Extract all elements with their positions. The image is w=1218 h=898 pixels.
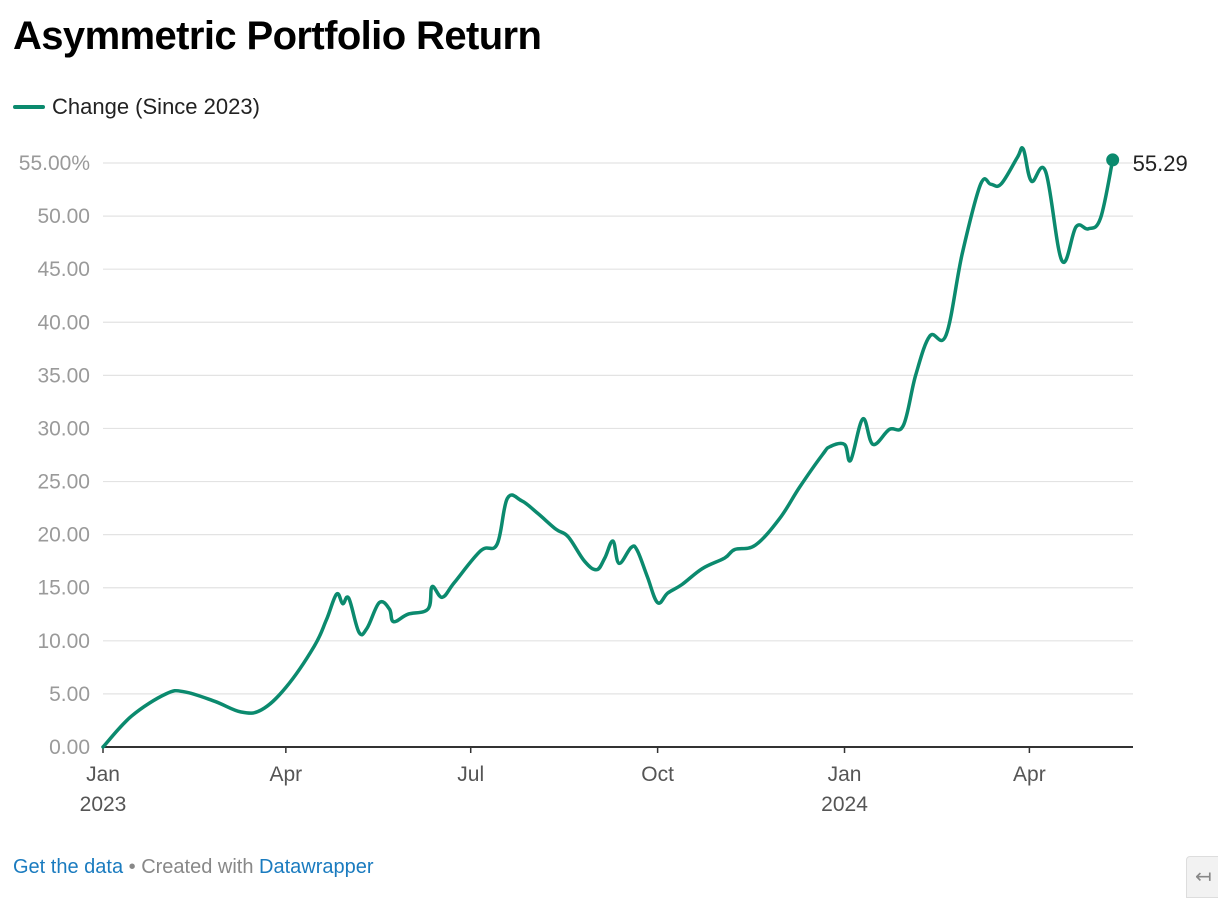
y-tick-label: 0.00	[49, 736, 90, 759]
x-tick-label: Jan	[828, 763, 862, 786]
x-tick-label: Oct	[641, 763, 674, 786]
x-tick-label: Jul	[457, 763, 484, 786]
expand-arrow-icon[interactable]: ↤	[1186, 856, 1218, 898]
x-tick-year-label: 2024	[821, 793, 868, 816]
footer: Get the data • Created with Datawrapper	[13, 856, 374, 879]
line-chart: 0.00 5.00 10.00 15.00 20.00 25.00 30.00 35.00 40…	[19, 146, 1188, 816]
y-tick-label: 45.00	[37, 258, 90, 281]
y-tick-label: 5.00	[49, 683, 90, 706]
x-tick-year-label: 2023	[80, 793, 127, 816]
legend: Change (Since 2023)	[13, 92, 260, 122]
legend-swatch	[13, 105, 45, 109]
x-tick-label: Apr	[1013, 763, 1046, 786]
y-tick-label: 15.00	[37, 577, 90, 600]
created-with-text: Created with	[141, 856, 260, 878]
y-tick-label: 40.00	[37, 311, 90, 334]
get-the-data-link[interactable]: Get the data	[13, 856, 124, 878]
series-end-point	[1106, 153, 1120, 167]
y-tick-label: 55.00%	[19, 152, 90, 175]
series-end-label: 55.29	[1133, 151, 1188, 176]
y-tick-label: 25.00	[37, 471, 90, 494]
y-tick-label: 10.00	[37, 630, 90, 653]
datawrapper-link[interactable]: Datawrapper	[259, 856, 374, 878]
y-tick-label: 35.00	[37, 364, 90, 387]
chart-title: Asymmetric Portfolio Return	[13, 14, 542, 58]
x-tick-label: Apr	[269, 763, 302, 786]
y-tick-label: 20.00	[37, 524, 90, 547]
y-tick-label: 50.00	[37, 205, 90, 228]
x-tick-label: Jan	[86, 763, 120, 786]
legend-label: Change (Since 2023)	[52, 94, 260, 119]
series-line-change-since-2023	[101, 146, 1115, 749]
footer-separator: •	[123, 856, 142, 878]
y-tick-label: 30.00	[37, 417, 90, 440]
